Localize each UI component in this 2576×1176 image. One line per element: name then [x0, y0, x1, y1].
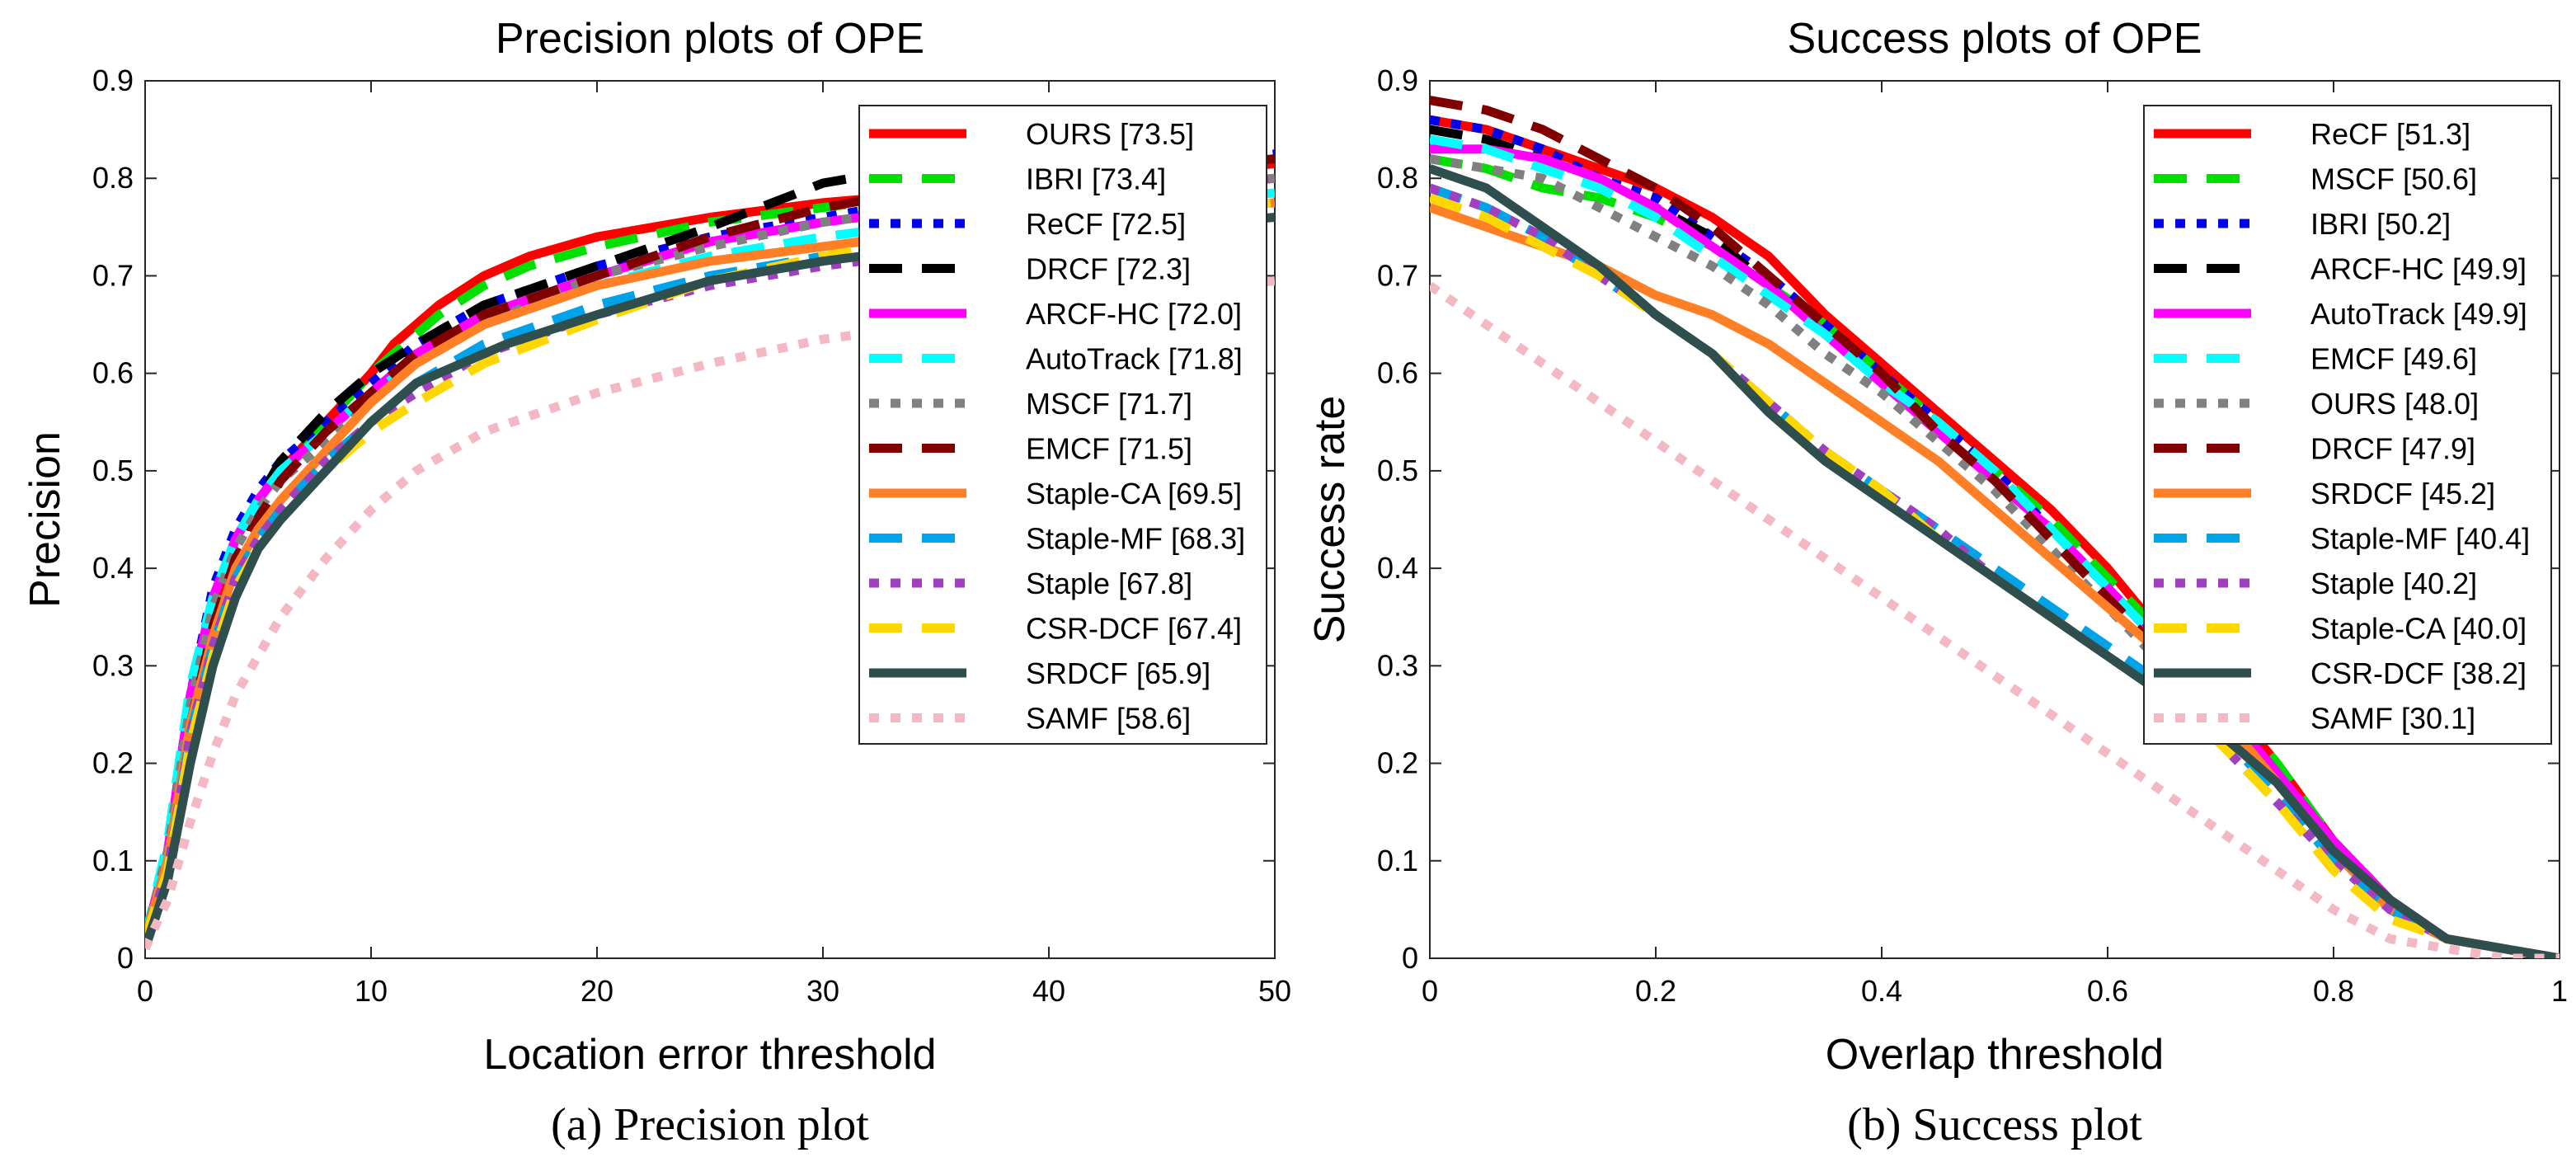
y-tick-label: 0.9: [1377, 64, 1418, 97]
series-line-csr-dcf: [1430, 164, 2560, 958]
y-tick-label: 0: [117, 941, 134, 975]
x-axis-label: Location error threshold: [483, 1031, 936, 1079]
y-tick-label: 0.5: [92, 454, 134, 487]
y-tick-label: 0.7: [1377, 258, 1418, 292]
legend-label: IBRI [50.2]: [2310, 207, 2451, 241]
legend-label: ARCF-HC [49.9]: [2310, 252, 2527, 286]
y-tick-label: 0.4: [1377, 551, 1418, 585]
series-line-drcf: [1430, 96, 2560, 958]
legend-label: SRDCF [45.2]: [2310, 477, 2495, 510]
x-tick-label: 0: [137, 974, 153, 1008]
y-tick-label: 0.6: [92, 356, 134, 390]
legend-box: [2143, 105, 2552, 745]
legend-label: IBRI [73.4]: [1026, 162, 1166, 196]
figure-caption: (b) Success plot: [1847, 1099, 2142, 1150]
legend-label: SAMF [30.1]: [2310, 702, 2475, 736]
legend-label: AutoTrack [49.9]: [2310, 297, 2527, 331]
legend-label: EMCF [71.5]: [1026, 432, 1192, 466]
y-tick-label: 0.1: [92, 844, 134, 877]
figure-caption: (a) Precision plot: [551, 1099, 869, 1150]
legend-label: AutoTrack [71.8]: [1026, 342, 1243, 376]
x-tick-label: 1: [2551, 974, 2568, 1008]
x-tick-label: 0: [1422, 974, 1438, 1008]
y-axis-label: Precision: [21, 431, 69, 608]
legend-label: Staple-CA [69.5]: [1026, 477, 1242, 510]
legend-label: Staple-CA [40.0]: [2310, 612, 2527, 646]
y-tick-label: 0.8: [92, 161, 134, 195]
legend-label: EMCF [49.6]: [2310, 342, 2477, 376]
legend-label: MSCF [71.7]: [1026, 387, 1192, 421]
y-tick-label: 0.3: [92, 648, 134, 682]
y-axis-label: Success rate: [1306, 396, 1354, 644]
legend-label: CSR-DCF [38.2]: [2310, 656, 2527, 690]
legend: ReCF [51.3] MSCF [50.6] IBRI [50.2] ARCF-HC…: [2143, 105, 2552, 745]
y-tick-label: 0.7: [92, 258, 134, 292]
y-tick-label: 0: [1402, 941, 1418, 975]
x-tick-label: 20: [581, 974, 613, 1008]
y-tick-label: 0.2: [1377, 746, 1418, 780]
x-tick-label: 0.2: [1635, 974, 1676, 1008]
legend-label: DRCF [47.9]: [2310, 432, 2475, 466]
legend: OURS [73.5] IBRI [73.4] ReCF [72.5] DRCF [7…: [858, 105, 1267, 745]
y-tick-label: 0.6: [1377, 356, 1418, 390]
legend-label: CSR-DCF [67.4]: [1026, 612, 1242, 646]
series-line-ours: [1430, 154, 2560, 958]
legend-label: Staple-MF [68.3]: [1026, 522, 1245, 556]
series-group: [1430, 96, 2560, 958]
legend-label: Staple-MF [40.4]: [2310, 522, 2530, 556]
y-tick-label: 0.9: [92, 64, 134, 97]
x-tick-label: 10: [355, 974, 388, 1008]
legend-label: ReCF [51.3]: [2310, 117, 2470, 151]
y-tick-label: 0.4: [92, 551, 134, 585]
series-line-samf: [1430, 281, 2560, 958]
legend-label: MSCF [50.6]: [2310, 162, 2477, 196]
x-tick-label: 0.6: [2087, 974, 2128, 1008]
y-tick-label: 0.8: [1377, 161, 1418, 195]
legend-label: OURS [73.5]: [1026, 117, 1194, 151]
x-tick-label: 40: [1032, 974, 1065, 1008]
success-plot: 0 0.2 0.4 0.6 0.8 1 0 0.1 0.2 0.3 0.4 0.5 0.6 0.7 0.8 0…: [1306, 15, 2568, 1150]
legend-label: SAMF [58.6]: [1026, 702, 1191, 736]
series-line-staple-ca: [1430, 193, 2560, 958]
x-tick-label: 50: [1258, 974, 1291, 1008]
precision-plot: 0 10 20 30 40 50 0 0.1 0.2 0.3 0.4 0.5 0.6 0.7 0.8 0.9 O…: [21, 15, 1291, 1150]
chart-title: Success plots of OPE: [1788, 15, 2202, 63]
x-tick-label: 0.4: [1861, 974, 1902, 1008]
x-axis-label: Overlap threshold: [1826, 1031, 2164, 1079]
series-line-drcf: [145, 115, 1275, 940]
legend-label: Staple [40.2]: [2310, 567, 2477, 600]
legend-label: Staple [67.8]: [1026, 567, 1192, 600]
legend-label: SRDCF [65.9]: [1026, 656, 1210, 690]
legend-box: [858, 105, 1267, 745]
legend-label: OURS [48.0]: [2310, 387, 2479, 421]
legend-label: ARCF-HC [72.0]: [1026, 297, 1242, 331]
y-tick-label: 0.1: [1377, 844, 1418, 877]
legend-label: ReCF [72.5]: [1026, 207, 1186, 241]
y-tick-label: 0.5: [1377, 454, 1418, 487]
chart-title: Precision plots of OPE: [496, 15, 924, 63]
y-tick-label: 0.2: [92, 746, 134, 780]
x-tick-label: 30: [806, 974, 839, 1008]
legend-label: DRCF [72.3]: [1026, 252, 1191, 286]
x-tick-label: 0.8: [2313, 974, 2354, 1008]
y-tick-label: 0.3: [1377, 648, 1418, 682]
